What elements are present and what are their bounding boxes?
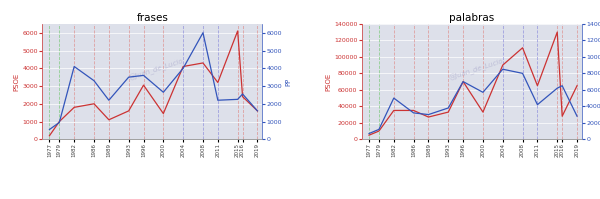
Y-axis label: PSOE: PSOE: [325, 72, 331, 91]
Title: palabras: palabras: [449, 13, 494, 23]
Y-axis label: PP: PP: [285, 77, 291, 86]
Text: @Juan_de_Lucio: @Juan_de_Lucio: [128, 58, 185, 82]
Text: @Juan_de_Lucio: @Juan_de_Lucio: [448, 58, 504, 82]
Title: frases: frases: [136, 13, 168, 23]
Y-axis label: PSOE: PSOE: [13, 72, 19, 91]
